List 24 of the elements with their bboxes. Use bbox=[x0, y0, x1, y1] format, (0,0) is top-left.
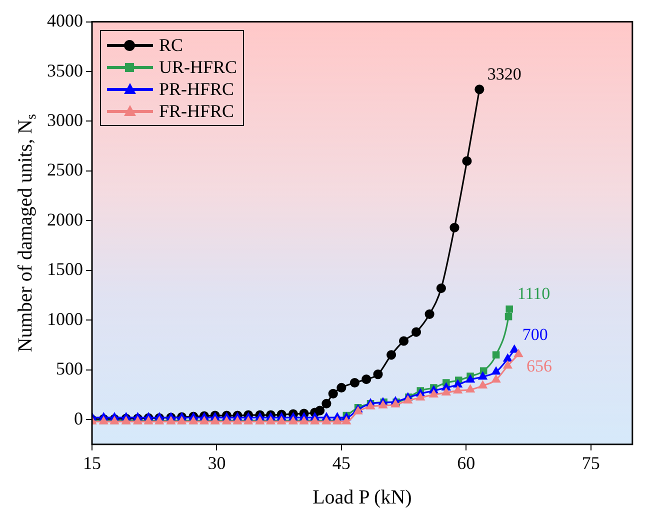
y-tick-label: 500 bbox=[56, 358, 83, 379]
x-axis-title: Load P (kN) bbox=[312, 486, 412, 508]
legend-label: PR-HFRC bbox=[159, 78, 234, 100]
y-tick-label: 1000 bbox=[47, 308, 83, 329]
y-tick-label: 2000 bbox=[47, 209, 83, 230]
annotation: 656 bbox=[526, 356, 552, 376]
x-tick-label: 60 bbox=[457, 452, 476, 473]
annotation: 3320 bbox=[487, 64, 522, 84]
y-tick-label: 4000 bbox=[47, 10, 83, 31]
legend-label: RC bbox=[159, 34, 184, 56]
y-tick-label: 2500 bbox=[47, 160, 83, 180]
y-tick-label: 1500 bbox=[47, 259, 83, 280]
x-tick-label: 15 bbox=[83, 452, 101, 473]
y-tick-label: 0 bbox=[74, 408, 83, 428]
legend-label: FR-HFRC bbox=[159, 100, 234, 122]
x-tick-label: 45 bbox=[332, 452, 350, 473]
y-tick-label: 3000 bbox=[47, 110, 83, 130]
legend-label: UR-HFRC bbox=[159, 56, 238, 78]
annotation: 1110 bbox=[517, 284, 550, 304]
y-axis-title: Number of damaged units, Ns bbox=[14, 114, 40, 352]
x-tick-label: 30 bbox=[208, 452, 226, 473]
y-tick-label: 3500 bbox=[47, 60, 83, 80]
x-tick-label: 75 bbox=[582, 452, 600, 473]
annotation: 700 bbox=[522, 324, 548, 344]
